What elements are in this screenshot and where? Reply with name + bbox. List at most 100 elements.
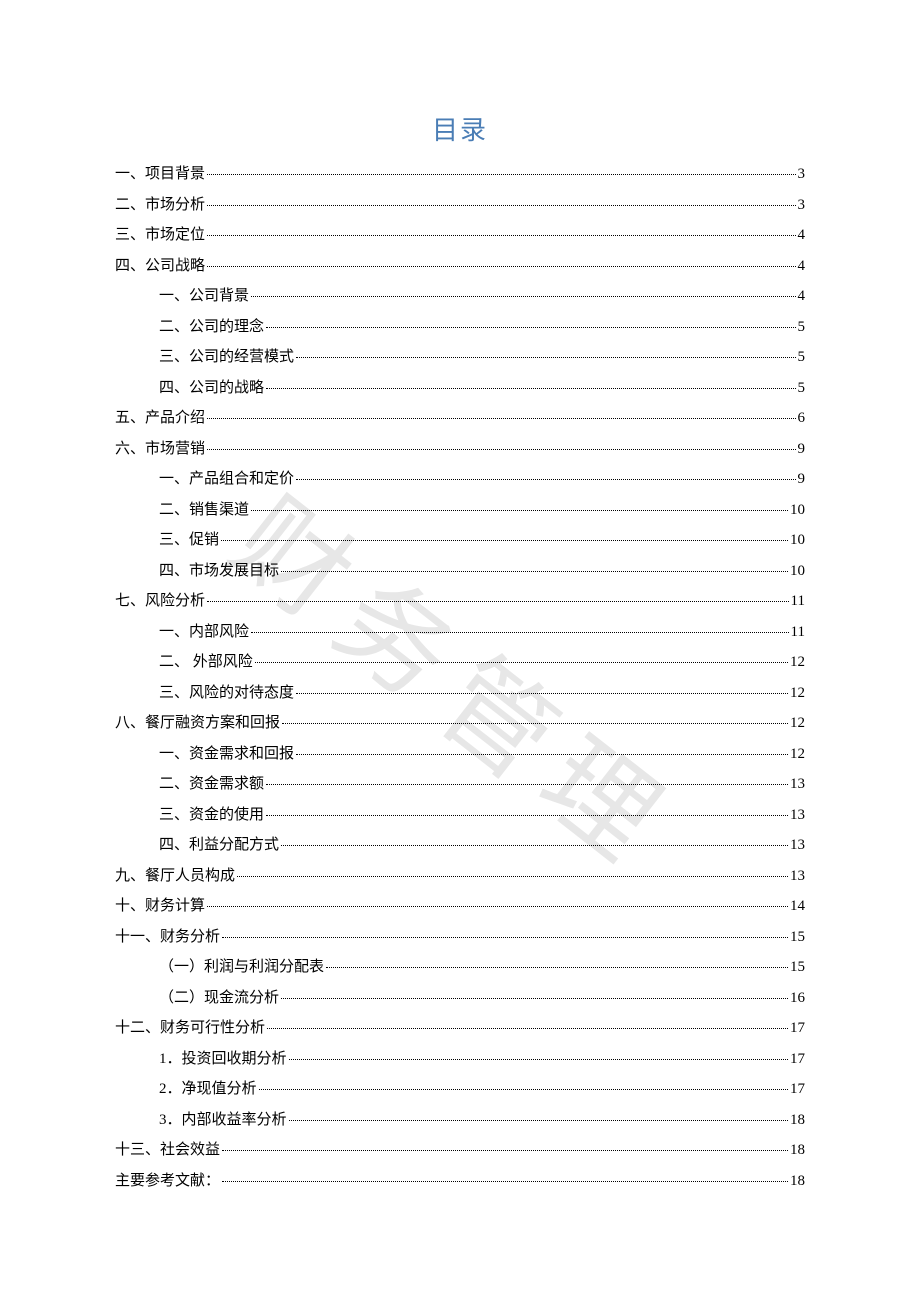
- toc-leader-dots: [237, 876, 788, 877]
- toc-entry[interactable]: 一、产品组合和定价 9: [115, 472, 805, 487]
- toc-page-number: 13: [790, 869, 805, 884]
- toc-entry[interactable]: 十三、社会效益18: [115, 1143, 805, 1158]
- toc-page-number: 6: [798, 411, 806, 426]
- toc-leader-dots: [289, 1120, 788, 1121]
- toc-list: 一、项目背景3 二、市场分析 3 三、市场定位4 四、公司战略4 一、公司背景 4 二、公司的…: [115, 167, 805, 1189]
- toc-leader-dots: [222, 1181, 788, 1182]
- toc-leader-dots: [282, 723, 788, 724]
- toc-page-number: 9: [798, 442, 806, 457]
- toc-entry[interactable]: 四、利益分配方式13: [115, 838, 805, 853]
- toc-entry[interactable]: 1．投资回收期分析17: [115, 1052, 805, 1067]
- toc-entry[interactable]: 一、项目背景3: [115, 167, 805, 182]
- toc-page-number: 17: [790, 1052, 805, 1067]
- toc-page-number: 12: [790, 747, 805, 762]
- toc-page-number: 13: [790, 838, 805, 853]
- toc-entry[interactable]: 二、公司的理念5: [115, 320, 805, 335]
- toc-label: 一、公司背景: [159, 289, 249, 304]
- toc-entry[interactable]: （二）现金流分析16: [115, 991, 805, 1006]
- toc-label: 九、餐厅人员构成: [115, 869, 235, 884]
- toc-entry[interactable]: 五、产品介绍6: [115, 411, 805, 426]
- toc-label: 三、公司的经营模式: [159, 350, 294, 365]
- toc-entry[interactable]: 十、财务计算14: [115, 899, 805, 914]
- toc-label: 二、市场分析: [115, 198, 205, 213]
- toc-entry[interactable]: 四、公司的战略 5: [115, 381, 805, 396]
- toc-leader-dots: [296, 479, 795, 480]
- toc-label: 十一、财务分析: [115, 930, 220, 945]
- toc-leader-dots: [266, 388, 795, 389]
- toc-leader-dots: [259, 1089, 788, 1090]
- toc-label: 主要参考文献：: [115, 1174, 220, 1189]
- toc-label: 二、 外部风险: [159, 655, 253, 670]
- toc-leader-dots: [266, 815, 788, 816]
- toc-page-number: 12: [790, 716, 805, 731]
- toc-entry[interactable]: 一、公司背景 4: [115, 289, 805, 304]
- toc-entry[interactable]: 二、销售渠道10: [115, 503, 805, 518]
- toc-page-number: 14: [790, 899, 805, 914]
- toc-page-number: 13: [790, 777, 805, 792]
- toc-leader-dots: [296, 693, 788, 694]
- toc-page-number: 9: [798, 472, 806, 487]
- toc-page-number: 15: [790, 930, 805, 945]
- toc-entry[interactable]: 七、风险分析11: [115, 594, 805, 609]
- toc-title: 目录: [115, 110, 805, 147]
- toc-entry[interactable]: 三、资金的使用13: [115, 808, 805, 823]
- toc-label: 三、市场定位: [115, 228, 205, 243]
- toc-entry[interactable]: 2．净现值分析 17: [115, 1082, 805, 1097]
- toc-label: （二）现金流分析: [159, 991, 279, 1006]
- toc-entry[interactable]: 三、风险的对待态度12: [115, 686, 805, 701]
- toc-entry[interactable]: 3．内部收益率分析18: [115, 1113, 805, 1128]
- toc-leader-dots: [251, 510, 788, 511]
- toc-leader-dots: [207, 235, 795, 236]
- toc-entry[interactable]: 八、餐厅融资方案和回报 12: [115, 716, 805, 731]
- toc-page-number: 10: [790, 564, 805, 579]
- toc-label: 八、餐厅融资方案和回报: [115, 716, 280, 731]
- toc-leader-dots: [207, 601, 789, 602]
- toc-page-number: 3: [798, 198, 806, 213]
- toc-label: 四、公司的战略: [159, 381, 264, 396]
- toc-page-number: 5: [798, 381, 806, 396]
- toc-entry[interactable]: 十一、财务分析 15: [115, 930, 805, 945]
- toc-page-number: 17: [790, 1082, 805, 1097]
- toc-page-number: 3: [798, 167, 806, 182]
- toc-entry[interactable]: 十二、财务可行性分析17: [115, 1021, 805, 1036]
- toc-leader-dots: [207, 174, 795, 175]
- toc-leader-dots: [222, 937, 788, 938]
- toc-entry[interactable]: 一、资金需求和回报12: [115, 747, 805, 762]
- toc-entry[interactable]: 四、公司战略4: [115, 259, 805, 274]
- toc-label: 3．内部收益率分析: [159, 1113, 287, 1128]
- toc-page-number: 4: [798, 289, 806, 304]
- toc-entry[interactable]: （一）利润与利润分配表15: [115, 960, 805, 975]
- toc-page-number: 12: [790, 686, 805, 701]
- toc-label: 二、销售渠道: [159, 503, 249, 518]
- toc-leader-dots: [207, 418, 795, 419]
- toc-label: 一、内部风险: [159, 625, 249, 640]
- toc-label: 一、产品组合和定价: [159, 472, 294, 487]
- toc-entry[interactable]: 二、市场分析 3: [115, 198, 805, 213]
- toc-label: 四、公司战略: [115, 259, 205, 274]
- toc-entry[interactable]: 三、促销10: [115, 533, 805, 548]
- toc-entry[interactable]: 四、市场发展目标10: [115, 564, 805, 579]
- toc-label: 十三、社会效益: [115, 1143, 220, 1158]
- toc-page-number: 5: [798, 320, 806, 335]
- toc-leader-dots: [281, 571, 788, 572]
- toc-page-number: 17: [790, 1021, 805, 1036]
- toc-entry[interactable]: 九、餐厅人员构成 13: [115, 869, 805, 884]
- toc-page-number: 12: [790, 655, 805, 670]
- toc-page-number: 18: [790, 1174, 805, 1189]
- toc-page-number: 15: [790, 960, 805, 975]
- toc-label: 2．净现值分析: [159, 1082, 257, 1097]
- toc-entry[interactable]: 三、公司的经营模式5: [115, 350, 805, 365]
- toc-leader-dots: [207, 906, 788, 907]
- toc-page-number: 10: [790, 533, 805, 548]
- toc-leader-dots: [207, 266, 795, 267]
- toc-entry[interactable]: 三、市场定位4: [115, 228, 805, 243]
- toc-entry[interactable]: 二、资金需求额13: [115, 777, 805, 792]
- toc-entry[interactable]: 六、市场营销 9: [115, 442, 805, 457]
- toc-entry[interactable]: 主要参考文献： 18: [115, 1174, 805, 1189]
- toc-leader-dots: [222, 1150, 788, 1151]
- toc-leader-dots: [221, 540, 788, 541]
- toc-entry[interactable]: 一、内部风险 11: [115, 625, 805, 640]
- toc-entry[interactable]: 二、 外部风险 12: [115, 655, 805, 670]
- toc-label: 六、市场营销: [115, 442, 205, 457]
- toc-page-number: 11: [791, 625, 805, 640]
